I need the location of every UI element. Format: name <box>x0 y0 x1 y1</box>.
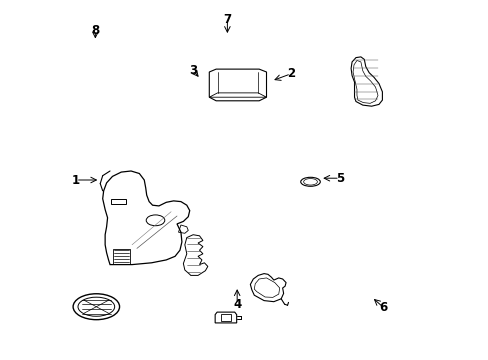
Text: 1: 1 <box>72 174 80 186</box>
Text: 4: 4 <box>233 298 241 311</box>
Text: 3: 3 <box>189 64 197 77</box>
Text: 2: 2 <box>286 67 294 80</box>
Text: 7: 7 <box>223 13 231 26</box>
Text: 5: 5 <box>335 172 343 185</box>
Text: 6: 6 <box>379 301 387 314</box>
Text: 8: 8 <box>91 24 99 37</box>
